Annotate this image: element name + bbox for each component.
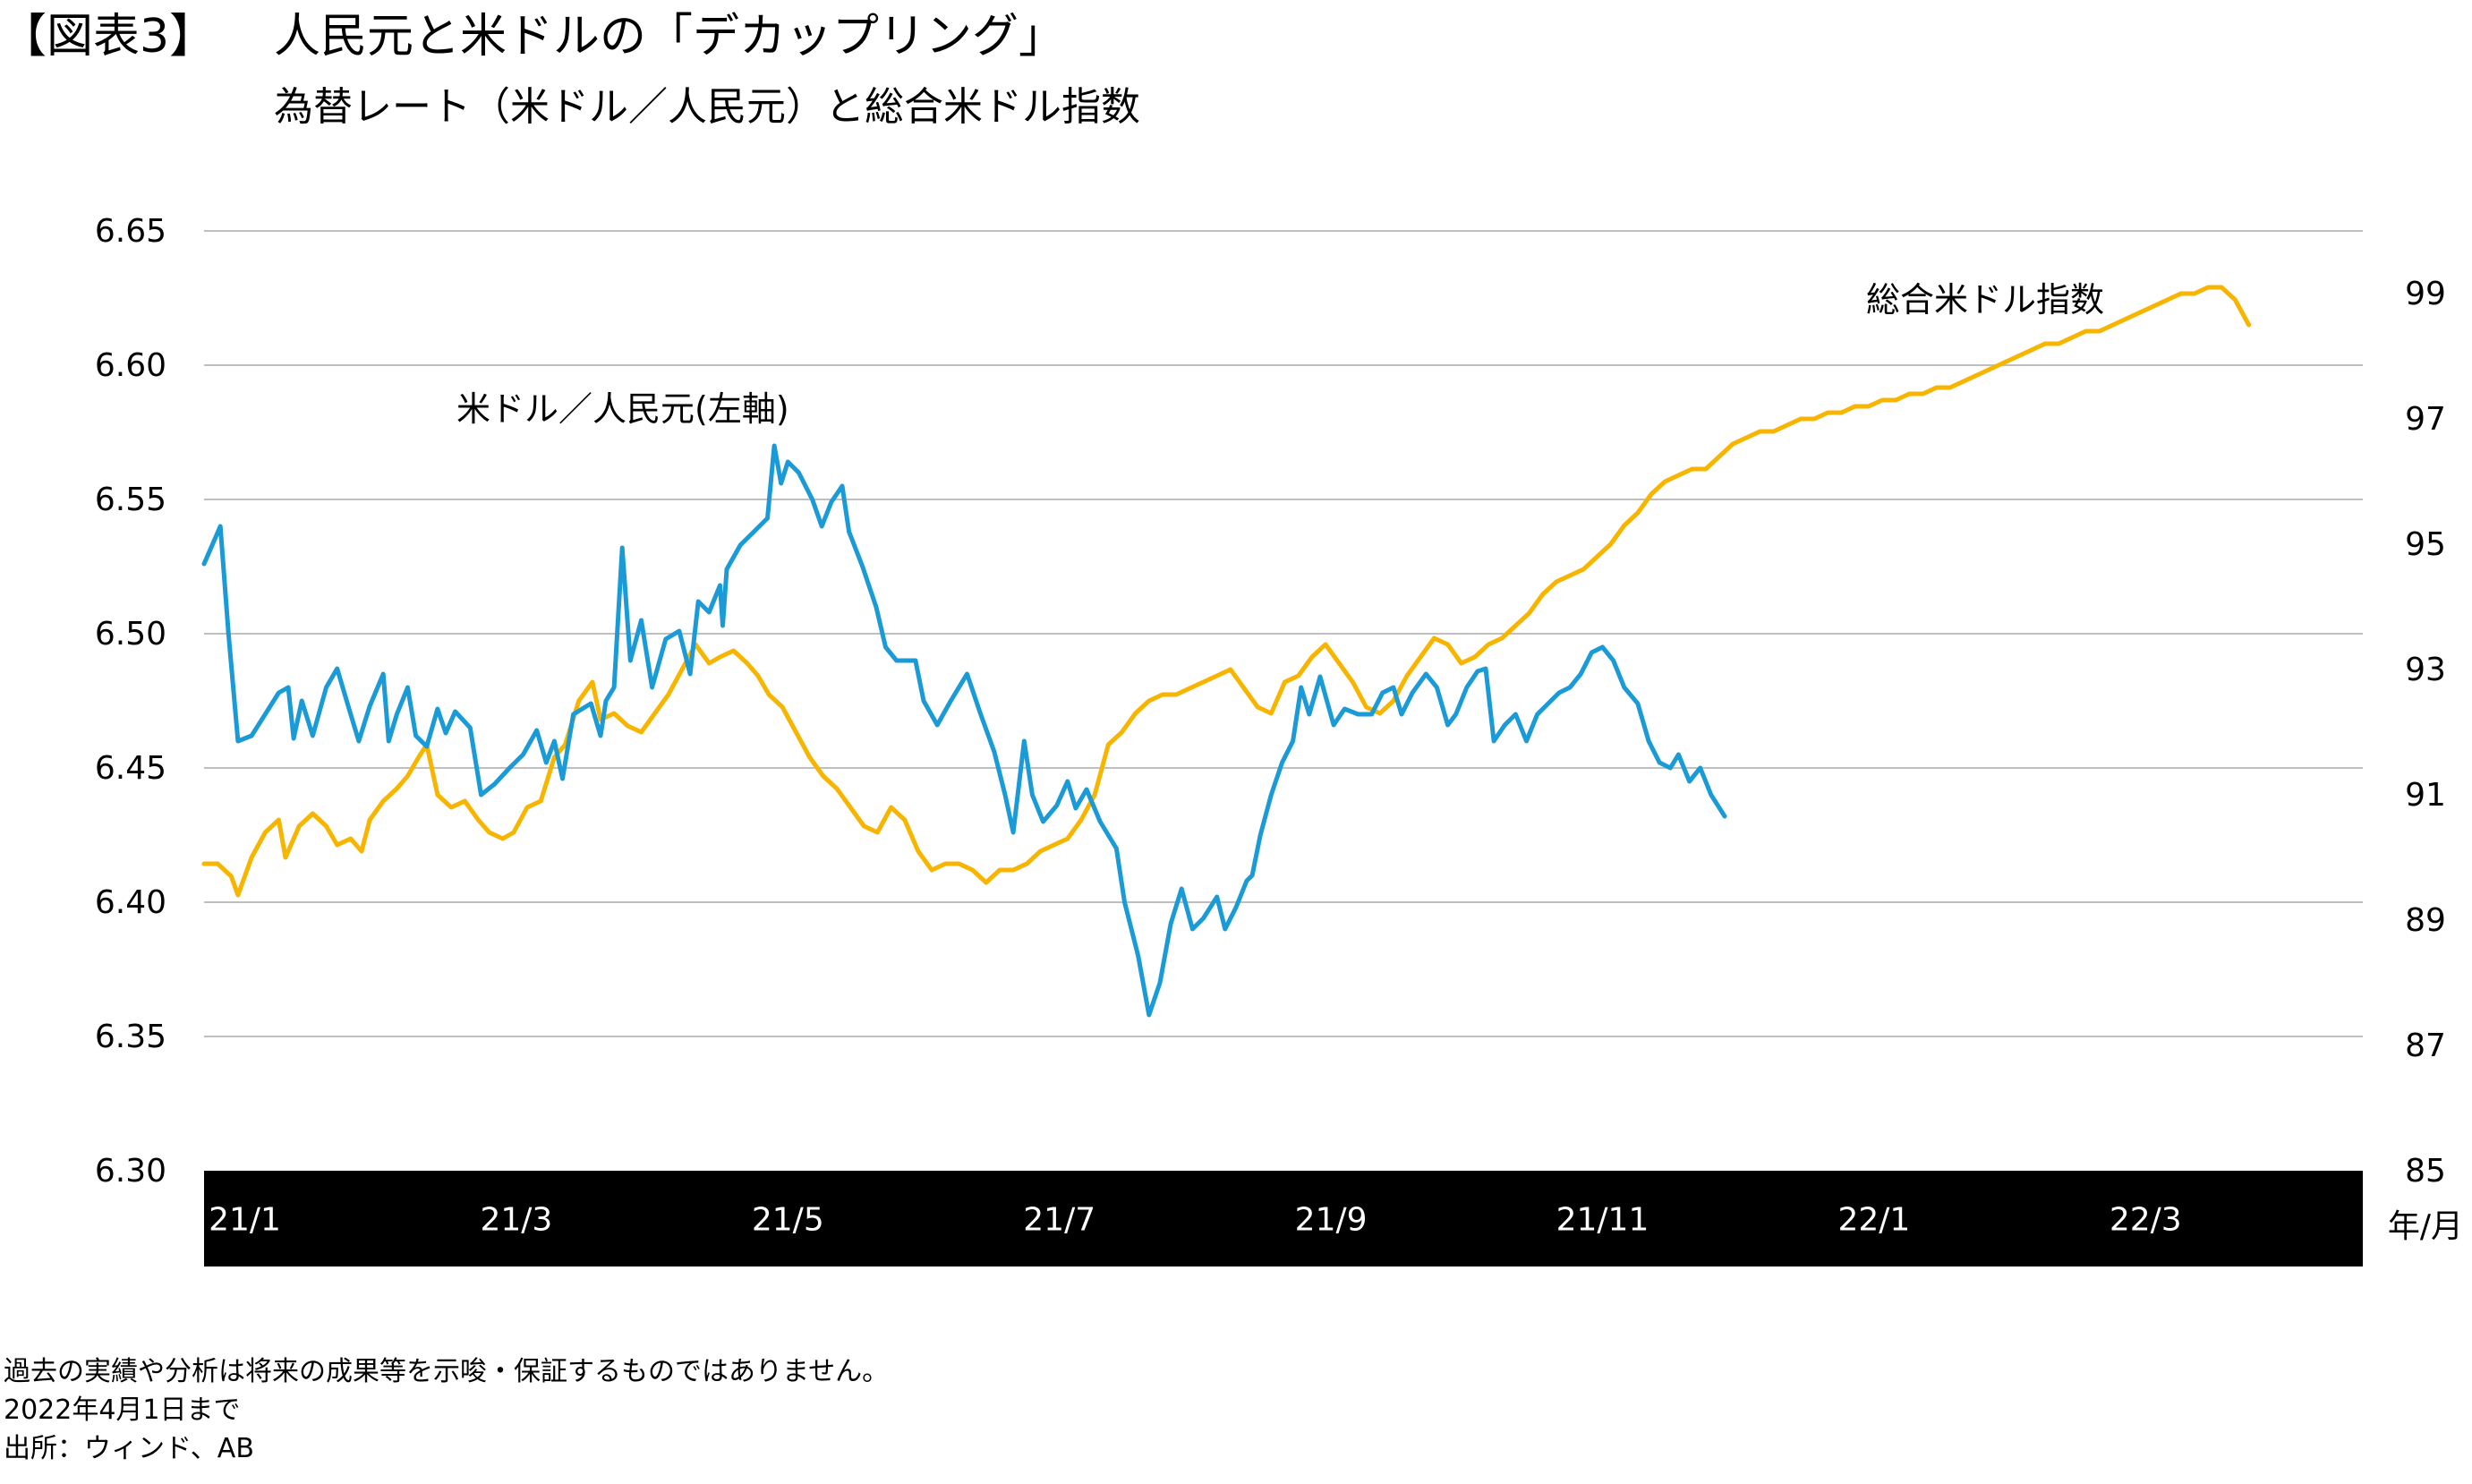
y-right-tick-label: 95 — [2405, 526, 2446, 563]
footnote-date: 2022年4月1日まで — [4, 1394, 241, 1426]
x-tick-label: 21/5 — [752, 1202, 824, 1239]
y-left-tick-label: 6.35 — [95, 1019, 166, 1055]
y-left-tick-label: 6.60 — [95, 347, 166, 384]
y-left-tick-label: 6.45 — [95, 750, 166, 787]
y-left-tick-label: 6.40 — [95, 884, 166, 921]
x-tick-label: 21/7 — [1023, 1202, 1095, 1239]
chart-subtitle: 為替レート（米ドル／人民元）と総合米ドル指数 — [274, 84, 1140, 130]
footnotes: 過去の実績や分析は将来の成果等を示唆・保証するものではありません。 2022年4… — [4, 1356, 889, 1464]
x-tick-label: 21/1 — [209, 1202, 281, 1239]
series-usd-cny-line — [201, 443, 1727, 1018]
y-right-tick-label: 99 — [2405, 276, 2446, 312]
y-right-tick-label: 97 — [2405, 401, 2446, 438]
x-tick-label: 22/3 — [2110, 1202, 2182, 1239]
footnote-source: 出所：ウィンド、AB — [4, 1433, 254, 1464]
y-right-tick-label: 89 — [2405, 902, 2446, 939]
y-left-tick-label: 6.65 — [95, 213, 166, 250]
chart-title: 人民元と米ドルの「デカップリング」 — [274, 10, 1065, 64]
x-tick-label: 22/1 — [1837, 1202, 1910, 1239]
x-axis-unit-label: 年/月 — [2388, 1208, 2463, 1245]
y-right-tick-label: 93 — [2405, 652, 2446, 688]
series-dxy-line — [201, 285, 2252, 898]
series-lines — [201, 285, 2252, 1018]
figure-label: 【図表3】 — [0, 10, 216, 64]
y-right-tick-label: 87 — [2405, 1028, 2446, 1064]
x-axis-band — [204, 1171, 2363, 1267]
y-right-tick-label: 91 — [2405, 777, 2446, 814]
y-left-tick-label: 6.55 — [95, 482, 166, 518]
y-right-tick-label: 85 — [2405, 1153, 2446, 1190]
usd-cny-annotation: 米ドル／人民元(左軸) — [456, 389, 789, 429]
x-tick-label: 21/11 — [1556, 1202, 1649, 1239]
grid — [204, 230, 2363, 1037]
y-left-tick-label: 6.50 — [95, 616, 166, 652]
x-tick-label: 21/3 — [480, 1202, 552, 1239]
dxy-annotation: 総合米ドル指数 — [1866, 280, 2104, 320]
y-left-tick-label: 6.30 — [95, 1153, 166, 1190]
footnote-disclaimer: 過去の実績や分析は将来の成果等を示唆・保証するものではありません。 — [4, 1356, 889, 1387]
annotations: 米ドル／人民元(左軸) 総合米ドル指数 — [456, 280, 2104, 429]
x-tick-label: 21/9 — [1295, 1202, 1368, 1239]
axes: 6.30 6.35 6.40 6.45 6.50 6.55 6.60 6.65 85 87 89 91… — [95, 213, 2463, 1267]
